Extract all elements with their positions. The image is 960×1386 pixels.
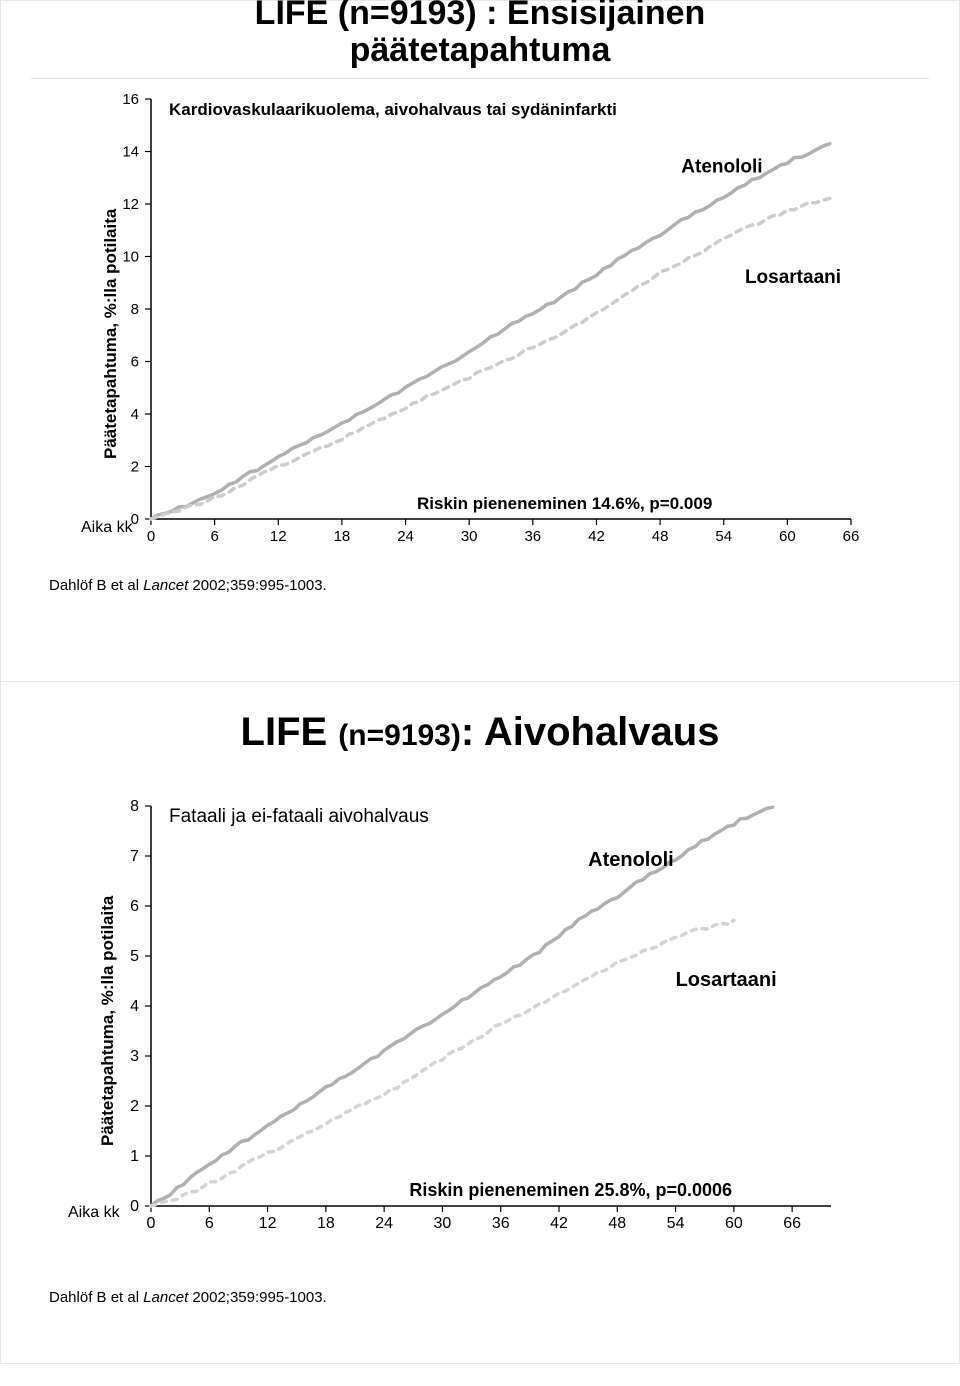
svg-text:18: 18 — [317, 1215, 335, 1232]
svg-text:Atenololi: Atenololi — [681, 156, 762, 177]
slide1-chart-svg: 02468101214160612182430364248546066Kardi… — [91, 89, 861, 549]
svg-text:Riskin pieneneminen 25.8%, p=0: Riskin pieneneminen 25.8%, p=0.0006 — [409, 1180, 732, 1200]
slide2-title-rest: : Aivohalvaus — [461, 710, 720, 754]
svg-text:6: 6 — [131, 353, 139, 370]
svg-text:14: 14 — [122, 143, 139, 160]
slide1-hr — [31, 78, 929, 79]
slide1-title: LIFE (n=9193) : Ensisijainen päätetapaht… — [1, 0, 959, 70]
svg-text:1: 1 — [130, 1148, 139, 1165]
slide2-cite-italic: Lancet — [143, 1289, 188, 1306]
svg-text:48: 48 — [608, 1215, 626, 1232]
slide1-cite-prefix: Dahlöf B et al — [49, 577, 143, 594]
slide2-ylabel: Päätetapahtuma, %:lla potilaita — [98, 896, 118, 1146]
svg-text:2: 2 — [131, 458, 139, 475]
svg-text:60: 60 — [725, 1215, 743, 1232]
svg-text:30: 30 — [461, 528, 478, 545]
svg-text:0: 0 — [147, 528, 155, 545]
svg-text:6: 6 — [205, 1215, 214, 1232]
svg-text:54: 54 — [715, 528, 732, 545]
slide2-chart-holder: Päätetapahtuma, %:lla potilaita Aika kk … — [96, 796, 896, 1236]
svg-text:24: 24 — [397, 528, 414, 545]
slide2-citation: Dahlöf B et al Lancet 2002;359:995-1003. — [1, 1244, 959, 1386]
svg-text:7: 7 — [130, 848, 139, 865]
svg-text:Riskin pieneneminen 14.6%, p=0: Riskin pieneneminen 14.6%, p=0.009 — [417, 494, 712, 513]
slide1-title-line2: päätetapahtuma — [350, 31, 611, 69]
svg-text:6: 6 — [130, 898, 139, 915]
slide1-ylabel: Päätetapahtuma, %:lla potilaita — [101, 208, 121, 458]
svg-text:Losartaani: Losartaani — [745, 267, 841, 288]
svg-text:54: 54 — [667, 1215, 685, 1232]
svg-text:Fataali ja ei-fataali aivohalv: Fataali ja ei-fataali aivohalvaus — [169, 806, 429, 827]
svg-text:12: 12 — [270, 528, 287, 545]
svg-text:12: 12 — [259, 1215, 277, 1232]
svg-text:8: 8 — [131, 301, 139, 318]
svg-text:48: 48 — [652, 528, 669, 545]
svg-text:Kardiovaskulaarikuolema, aivoh: Kardiovaskulaarikuolema, aivohalvaus tai… — [169, 100, 617, 119]
page: LIFE (n=9193) : Ensisijainen päätetapaht… — [0, 0, 960, 1364]
svg-text:18: 18 — [334, 528, 351, 545]
svg-text:4: 4 — [130, 998, 139, 1015]
slide2-chart-svg: 0123456780612182430364248546066Fataali j… — [96, 796, 841, 1236]
svg-text:10: 10 — [122, 248, 139, 265]
slide1-xlabel: Aika kk — [81, 519, 133, 537]
slide2-xlabel: Aika kk — [68, 1204, 120, 1222]
slide2-title-prefix: LIFE — [241, 710, 339, 754]
svg-text:42: 42 — [550, 1215, 568, 1232]
svg-text:5: 5 — [130, 948, 139, 965]
svg-text:3: 3 — [130, 1048, 139, 1065]
slide-2: LIFE (n=9193): Aivohalvaus Päätetapahtum… — [0, 682, 960, 1364]
slide1-cite-italic: Lancet — [143, 577, 188, 594]
svg-text:Atenololi: Atenololi — [588, 849, 674, 871]
slide1-chart-holder: Päätetapahtuma, %:lla potilaita Aika kk … — [91, 89, 931, 549]
svg-text:8: 8 — [130, 798, 139, 815]
svg-text:66: 66 — [843, 528, 860, 545]
svg-text:0: 0 — [147, 1215, 156, 1232]
svg-text:66: 66 — [783, 1215, 801, 1232]
slide2-cite-prefix: Dahlöf B et al — [49, 1289, 143, 1306]
svg-text:30: 30 — [434, 1215, 452, 1232]
slide2-title-paren: (n=9193) — [338, 719, 461, 752]
slide-1: LIFE (n=9193) : Ensisijainen päätetapaht… — [0, 0, 960, 682]
slide1-citation: Dahlöf B et al Lancet 2002;359:995-1003. — [1, 557, 959, 674]
svg-text:60: 60 — [779, 528, 796, 545]
svg-text:0: 0 — [130, 1198, 139, 1215]
svg-text:4: 4 — [131, 406, 139, 423]
svg-text:36: 36 — [524, 528, 541, 545]
svg-text:42: 42 — [588, 528, 605, 545]
svg-text:2: 2 — [130, 1098, 139, 1115]
svg-text:Losartaani: Losartaani — [676, 969, 777, 991]
slide1-title-line1: LIFE (n=9193) : Ensisijainen — [255, 0, 706, 32]
svg-text:36: 36 — [492, 1215, 510, 1232]
svg-text:12: 12 — [122, 196, 139, 213]
slide2-title: LIFE (n=9193): Aivohalvaus — [1, 682, 959, 754]
slide1-cite-rest: 2002;359:995-1003. — [188, 577, 326, 594]
svg-text:24: 24 — [375, 1215, 393, 1232]
svg-text:6: 6 — [210, 528, 218, 545]
slide2-cite-rest: 2002;359:995-1003. — [188, 1289, 326, 1306]
svg-text:16: 16 — [122, 91, 139, 108]
